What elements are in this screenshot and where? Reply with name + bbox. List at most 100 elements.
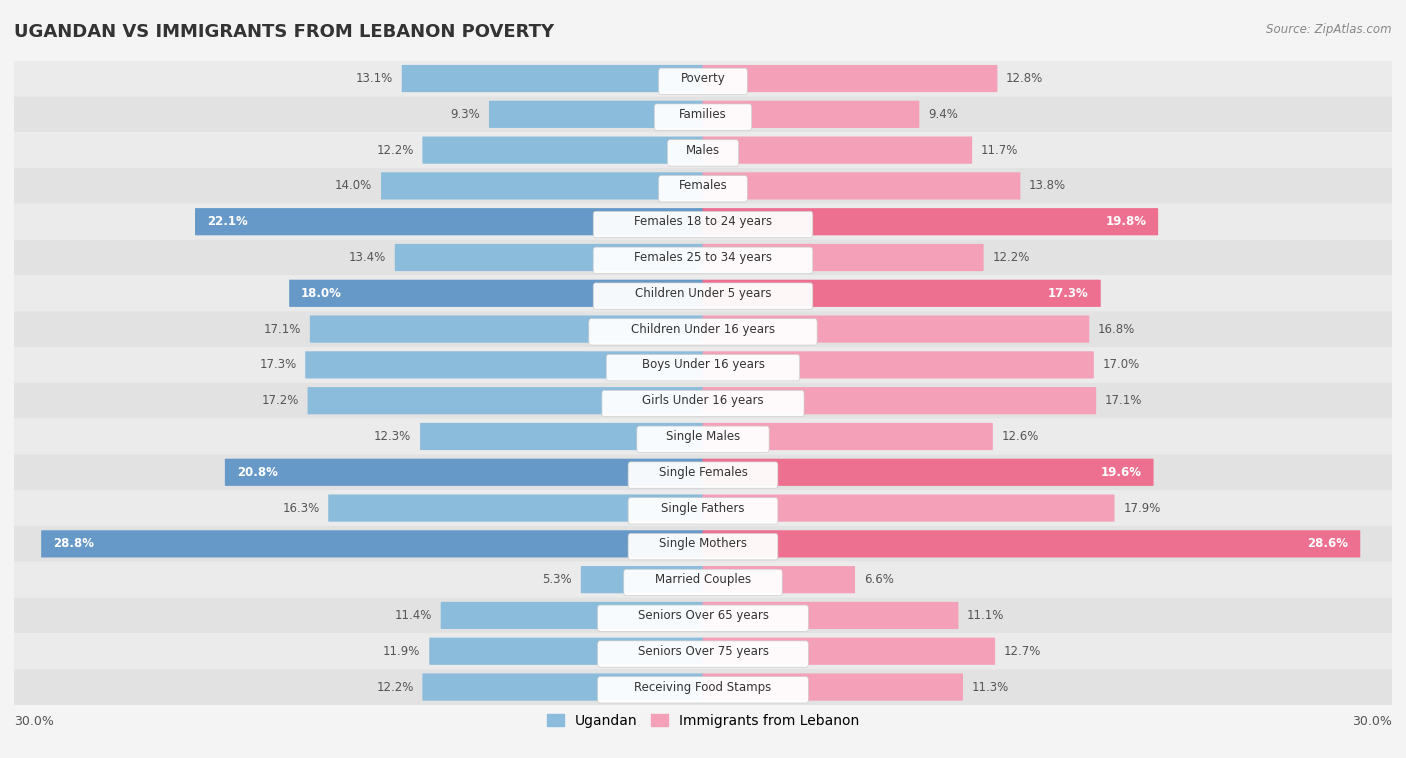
- Text: Poverty: Poverty: [681, 72, 725, 85]
- Text: 30.0%: 30.0%: [14, 715, 53, 728]
- Text: Single Females: Single Females: [658, 465, 748, 479]
- FancyBboxPatch shape: [381, 172, 703, 199]
- Text: 12.2%: 12.2%: [993, 251, 1029, 264]
- Text: 19.6%: 19.6%: [1101, 465, 1142, 479]
- FancyBboxPatch shape: [637, 426, 769, 453]
- FancyBboxPatch shape: [593, 283, 813, 309]
- Text: 17.1%: 17.1%: [1105, 394, 1142, 407]
- FancyBboxPatch shape: [14, 418, 1392, 454]
- FancyBboxPatch shape: [14, 168, 1392, 204]
- FancyBboxPatch shape: [402, 65, 703, 92]
- Text: 12.6%: 12.6%: [1001, 430, 1039, 443]
- FancyBboxPatch shape: [703, 136, 972, 164]
- FancyBboxPatch shape: [195, 208, 703, 235]
- Text: 11.9%: 11.9%: [384, 645, 420, 658]
- Text: 13.1%: 13.1%: [356, 72, 392, 85]
- FancyBboxPatch shape: [703, 637, 995, 665]
- Text: 14.0%: 14.0%: [335, 180, 373, 193]
- FancyBboxPatch shape: [593, 211, 813, 238]
- Text: 11.1%: 11.1%: [967, 609, 1004, 622]
- FancyBboxPatch shape: [703, 280, 1101, 307]
- FancyBboxPatch shape: [606, 355, 800, 381]
- Text: 11.7%: 11.7%: [981, 143, 1018, 157]
- Text: 17.3%: 17.3%: [259, 359, 297, 371]
- Text: Seniors Over 65 years: Seniors Over 65 years: [637, 609, 769, 622]
- Text: 6.6%: 6.6%: [863, 573, 894, 586]
- FancyBboxPatch shape: [654, 104, 752, 130]
- Text: 11.3%: 11.3%: [972, 681, 1010, 694]
- Text: Seniors Over 75 years: Seniors Over 75 years: [637, 645, 769, 658]
- Text: 12.8%: 12.8%: [1007, 72, 1043, 85]
- Text: Children Under 16 years: Children Under 16 years: [631, 323, 775, 336]
- Text: 11.4%: 11.4%: [395, 609, 432, 622]
- Text: 22.1%: 22.1%: [207, 215, 247, 228]
- Text: 16.8%: 16.8%: [1098, 323, 1135, 336]
- Text: UGANDAN VS IMMIGRANTS FROM LEBANON POVERTY: UGANDAN VS IMMIGRANTS FROM LEBANON POVER…: [14, 23, 554, 41]
- Text: Females 25 to 34 years: Females 25 to 34 years: [634, 251, 772, 264]
- FancyBboxPatch shape: [589, 318, 817, 345]
- FancyBboxPatch shape: [703, 65, 997, 92]
- Text: 28.8%: 28.8%: [53, 537, 94, 550]
- Text: Females 18 to 24 years: Females 18 to 24 years: [634, 215, 772, 228]
- Text: 12.3%: 12.3%: [374, 430, 412, 443]
- Text: Boys Under 16 years: Boys Under 16 years: [641, 359, 765, 371]
- FancyBboxPatch shape: [703, 387, 1097, 415]
- Text: 16.3%: 16.3%: [283, 502, 319, 515]
- FancyBboxPatch shape: [14, 240, 1392, 275]
- Text: Single Mothers: Single Mothers: [659, 537, 747, 550]
- FancyBboxPatch shape: [598, 677, 808, 703]
- FancyBboxPatch shape: [14, 204, 1392, 240]
- FancyBboxPatch shape: [703, 494, 1115, 522]
- FancyBboxPatch shape: [14, 562, 1392, 597]
- FancyBboxPatch shape: [628, 534, 778, 560]
- FancyBboxPatch shape: [598, 641, 808, 667]
- FancyBboxPatch shape: [14, 597, 1392, 634]
- FancyBboxPatch shape: [628, 498, 778, 524]
- FancyBboxPatch shape: [422, 673, 703, 700]
- Text: Families: Families: [679, 108, 727, 121]
- Text: 9.4%: 9.4%: [928, 108, 957, 121]
- FancyBboxPatch shape: [703, 244, 984, 271]
- FancyBboxPatch shape: [624, 569, 782, 596]
- FancyBboxPatch shape: [225, 459, 703, 486]
- FancyBboxPatch shape: [703, 208, 1159, 235]
- Text: Married Couples: Married Couples: [655, 573, 751, 586]
- FancyBboxPatch shape: [658, 176, 748, 202]
- Text: 30.0%: 30.0%: [1353, 715, 1392, 728]
- FancyBboxPatch shape: [602, 390, 804, 417]
- FancyBboxPatch shape: [14, 454, 1392, 490]
- Text: 28.6%: 28.6%: [1308, 537, 1348, 550]
- Text: 20.8%: 20.8%: [236, 465, 278, 479]
- Text: Girls Under 16 years: Girls Under 16 years: [643, 394, 763, 407]
- FancyBboxPatch shape: [14, 526, 1392, 562]
- FancyBboxPatch shape: [14, 132, 1392, 168]
- Text: 17.0%: 17.0%: [1102, 359, 1140, 371]
- FancyBboxPatch shape: [581, 566, 703, 594]
- Text: 5.3%: 5.3%: [543, 573, 572, 586]
- Text: 12.2%: 12.2%: [377, 681, 413, 694]
- FancyBboxPatch shape: [628, 462, 778, 488]
- Text: Children Under 5 years: Children Under 5 years: [634, 287, 772, 300]
- FancyBboxPatch shape: [309, 315, 703, 343]
- Text: 18.0%: 18.0%: [301, 287, 342, 300]
- FancyBboxPatch shape: [703, 459, 1153, 486]
- Text: 13.8%: 13.8%: [1029, 180, 1066, 193]
- Text: 19.8%: 19.8%: [1105, 215, 1146, 228]
- FancyBboxPatch shape: [420, 423, 703, 450]
- Text: Single Males: Single Males: [666, 430, 740, 443]
- FancyBboxPatch shape: [598, 605, 808, 631]
- FancyBboxPatch shape: [703, 101, 920, 128]
- Legend: Ugandan, Immigrants from Lebanon: Ugandan, Immigrants from Lebanon: [541, 708, 865, 734]
- FancyBboxPatch shape: [14, 490, 1392, 526]
- FancyBboxPatch shape: [593, 247, 813, 274]
- Text: Females: Females: [679, 180, 727, 193]
- FancyBboxPatch shape: [14, 275, 1392, 312]
- FancyBboxPatch shape: [703, 315, 1090, 343]
- Text: Single Fathers: Single Fathers: [661, 502, 745, 515]
- FancyBboxPatch shape: [703, 423, 993, 450]
- FancyBboxPatch shape: [703, 351, 1094, 378]
- FancyBboxPatch shape: [489, 101, 703, 128]
- FancyBboxPatch shape: [703, 673, 963, 700]
- FancyBboxPatch shape: [14, 383, 1392, 418]
- FancyBboxPatch shape: [422, 136, 703, 164]
